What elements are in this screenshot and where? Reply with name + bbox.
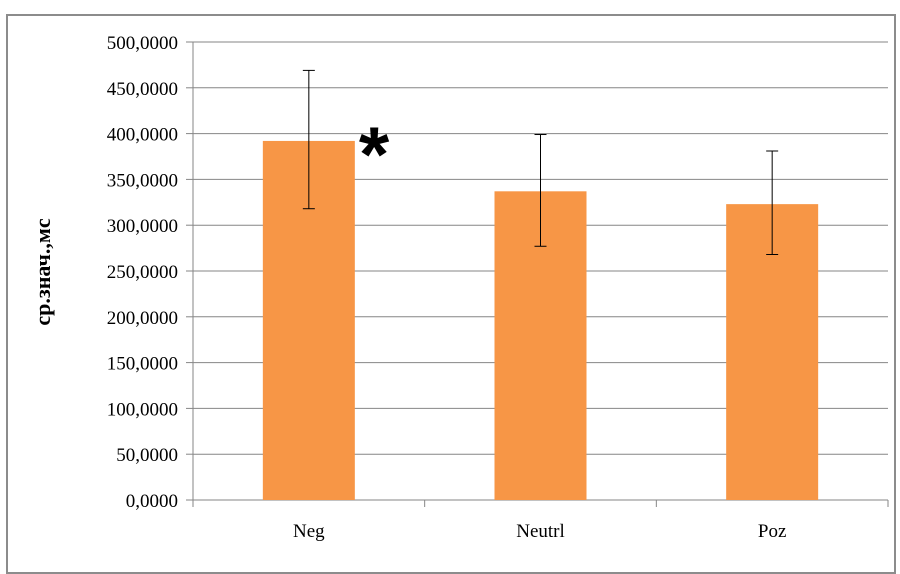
y-tick-label: 250,0000 [107,262,178,283]
y-tick-label: 400,0000 [107,125,178,146]
significance-asterisk: * [359,110,390,198]
x-tick-label: Neg [293,521,325,542]
y-tick-label: 50,0000 [116,445,178,466]
y-tick-label: 450,0000 [107,79,178,100]
y-tick-label: 150,0000 [107,354,178,375]
x-tick-label: Neutrl [516,521,565,542]
y-axis-title: ср.знач.,мс [30,218,55,326]
x-tick-label: Poz [758,521,787,542]
x-tick-labels: Neg Neutrl Poz [293,521,786,542]
bar-chart: 0,0000 50,0000 100,0000 150,0000 200,0000 250… [30,33,889,542]
annotations: * [359,110,390,198]
y-tick-label: 300,0000 [107,216,178,237]
y-tick-label: 200,0000 [107,308,178,329]
y-tick-label: 500,0000 [107,33,178,54]
y-tick-labels: 0,0000 50,0000 100,0000 150,0000 200,0000 250… [107,33,178,512]
error-bars [302,69,779,256]
y-tick-label: 0,0000 [126,491,178,512]
y-tick-label: 100,0000 [107,399,178,420]
y-tick-label: 350,0000 [107,170,178,191]
